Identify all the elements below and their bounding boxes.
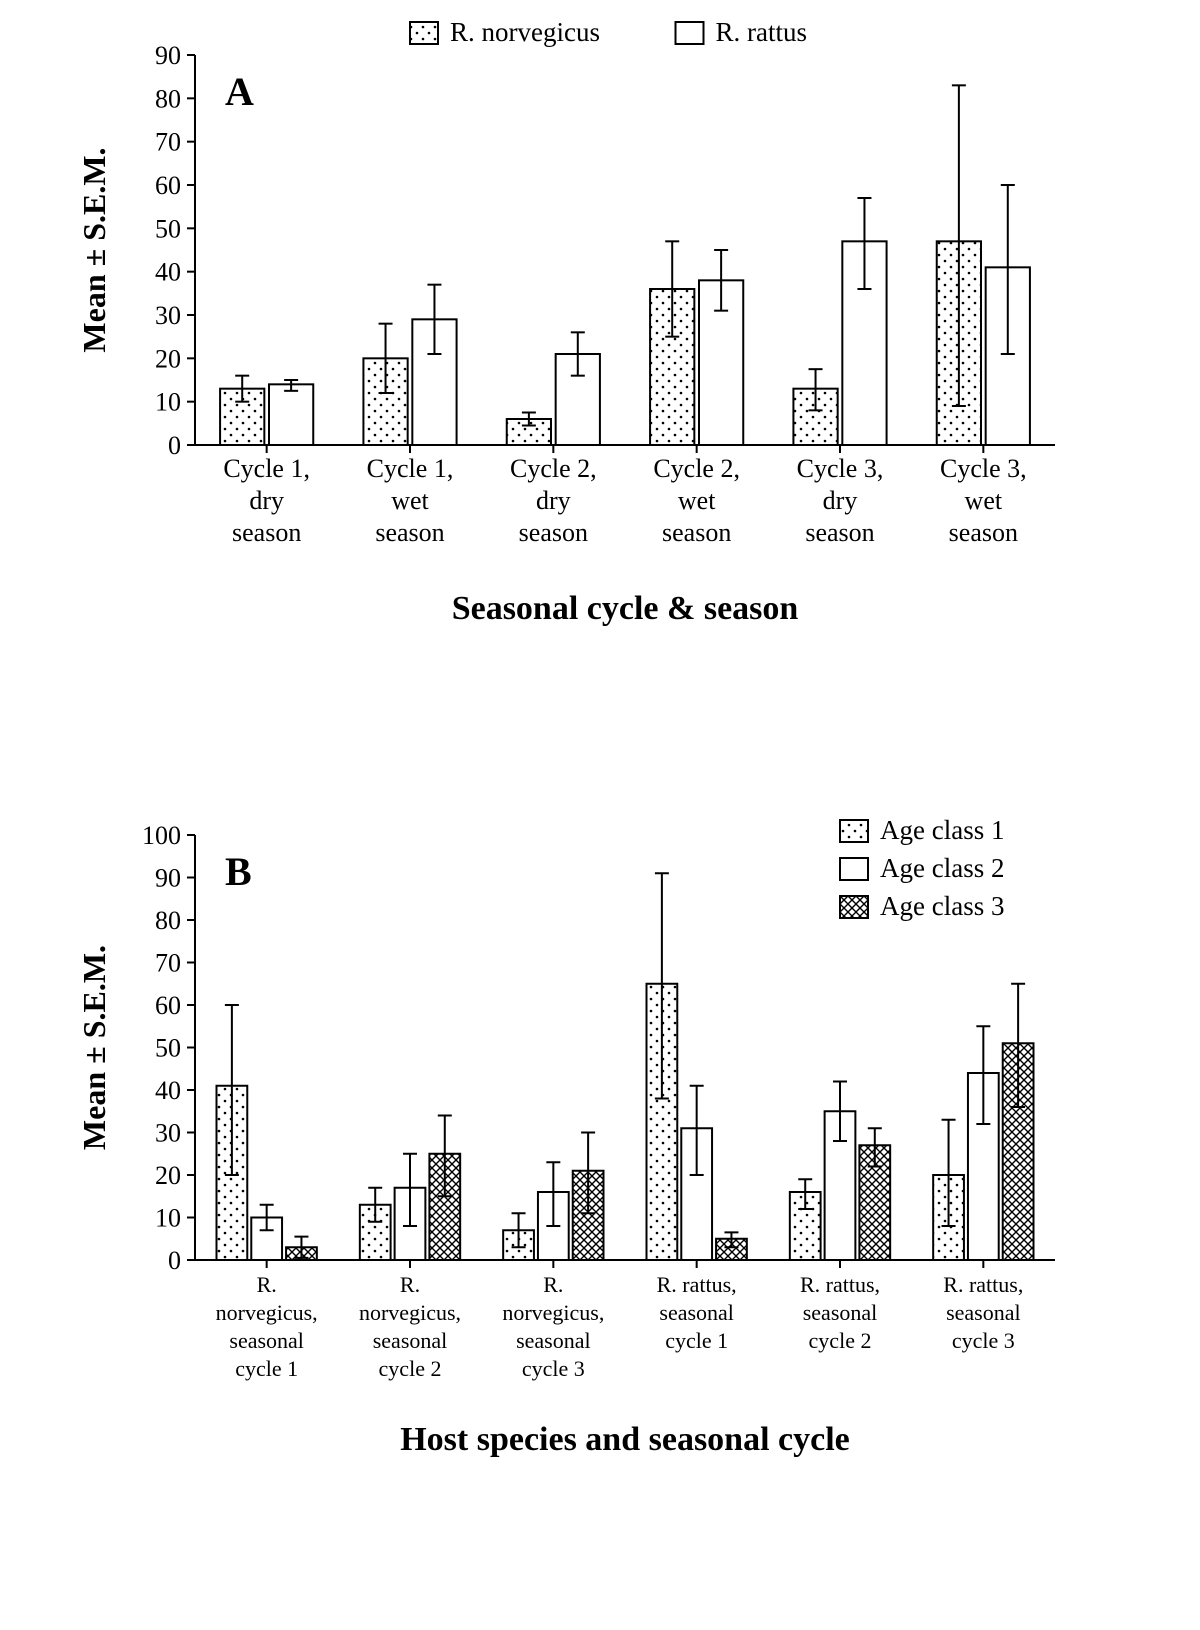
svg-text:80: 80 <box>155 84 181 113</box>
svg-text:season: season <box>662 518 731 547</box>
svg-text:cycle 2: cycle 2 <box>379 1356 442 1381</box>
svg-text:cycle 1: cycle 1 <box>235 1356 298 1381</box>
svg-text:90: 90 <box>155 41 181 70</box>
svg-text:70: 70 <box>155 128 181 157</box>
svg-text:dry: dry <box>536 486 571 515</box>
figure-svg: 0 10 20 30 40 50 60 70 80 90 Mean ± S.E.M. Cycle 1,… <box>0 0 1200 1630</box>
svg-text:Cycle 2,: Cycle 2, <box>653 454 740 483</box>
svg-text:seasonal: seasonal <box>516 1328 591 1353</box>
svg-text:norvegicus,: norvegicus, <box>216 1300 318 1325</box>
svg-text:0: 0 <box>168 431 181 460</box>
svg-text:season: season <box>375 518 444 547</box>
svg-text:R.: R. <box>400 1272 420 1297</box>
svg-text:Age class 2: Age class 2 <box>880 853 1004 883</box>
svg-text:R.: R. <box>543 1272 563 1297</box>
svg-text:season: season <box>805 518 874 547</box>
svg-text:wet: wet <box>965 486 1003 515</box>
svg-text:Age class 3: Age class 3 <box>880 891 1004 921</box>
svg-text:seasonal: seasonal <box>803 1300 878 1325</box>
svg-text:40: 40 <box>155 1076 181 1105</box>
svg-text:20: 20 <box>155 1161 181 1190</box>
svg-text:B: B <box>225 849 252 894</box>
svg-text:10: 10 <box>155 1204 181 1233</box>
svg-text:50: 50 <box>155 1034 181 1063</box>
svg-text:80: 80 <box>155 906 181 935</box>
svg-text:0: 0 <box>168 1246 181 1275</box>
svg-text:70: 70 <box>155 949 181 978</box>
svg-text:Mean ± S.E.M.: Mean ± S.E.M. <box>76 945 112 1150</box>
svg-text:seasonal: seasonal <box>946 1300 1021 1325</box>
svg-text:seasonal: seasonal <box>373 1328 448 1353</box>
svg-text:Host species and seasonal cycl: Host species and seasonal cycle <box>400 1421 850 1458</box>
svg-text:50: 50 <box>155 214 181 243</box>
svg-text:norvegicus,: norvegicus, <box>359 1300 461 1325</box>
svg-text:cycle 3: cycle 3 <box>522 1356 585 1381</box>
svg-text:dry: dry <box>823 486 858 515</box>
svg-text:cycle 1: cycle 1 <box>665 1328 728 1353</box>
svg-text:20: 20 <box>155 344 181 373</box>
figure-container: 0 10 20 30 40 50 60 70 80 90 Mean ± S.E.M. Cycle 1,… <box>0 0 1200 1630</box>
svg-text:norvegicus,: norvegicus, <box>502 1300 604 1325</box>
svg-text:cycle 3: cycle 3 <box>952 1328 1015 1353</box>
svg-text:wet: wet <box>391 486 429 515</box>
svg-text:seasonal: seasonal <box>229 1328 304 1353</box>
svg-text:dry: dry <box>249 486 284 515</box>
svg-text:R. rattus: R. rattus <box>716 17 808 47</box>
svg-text:Cycle 1,: Cycle 1, <box>223 454 310 483</box>
svg-text:season: season <box>519 518 588 547</box>
svg-text:R. rattus,: R. rattus, <box>943 1272 1023 1297</box>
svg-text:R. rattus,: R. rattus, <box>800 1272 880 1297</box>
svg-text:Cycle 2,: Cycle 2, <box>510 454 597 483</box>
svg-text:Cycle 1,: Cycle 1, <box>367 454 454 483</box>
svg-text:season: season <box>232 518 301 547</box>
svg-text:wet: wet <box>678 486 716 515</box>
svg-text:30: 30 <box>155 1119 181 1148</box>
svg-text:90: 90 <box>155 864 181 893</box>
svg-text:Age class 1: Age class 1 <box>880 815 1004 845</box>
svg-text:Cycle 3,: Cycle 3, <box>797 454 884 483</box>
svg-text:100: 100 <box>142 821 181 850</box>
svg-text:Mean ± S.E.M.: Mean ± S.E.M. <box>76 147 112 352</box>
svg-text:season: season <box>949 518 1018 547</box>
svg-text:R.: R. <box>257 1272 277 1297</box>
svg-text:10: 10 <box>155 388 181 417</box>
svg-text:R. rattus,: R. rattus, <box>657 1272 737 1297</box>
svg-text:R. norvegicus: R. norvegicus <box>450 17 600 47</box>
svg-text:60: 60 <box>155 171 181 200</box>
svg-text:A: A <box>225 69 254 114</box>
svg-text:40: 40 <box>155 258 181 287</box>
svg-text:60: 60 <box>155 991 181 1020</box>
svg-text:Seasonal cycle & season: Seasonal cycle & season <box>452 590 799 627</box>
svg-text:30: 30 <box>155 301 181 330</box>
svg-text:Cycle 3,: Cycle 3, <box>940 454 1027 483</box>
svg-text:cycle 2: cycle 2 <box>809 1328 872 1353</box>
svg-text:seasonal: seasonal <box>659 1300 734 1325</box>
